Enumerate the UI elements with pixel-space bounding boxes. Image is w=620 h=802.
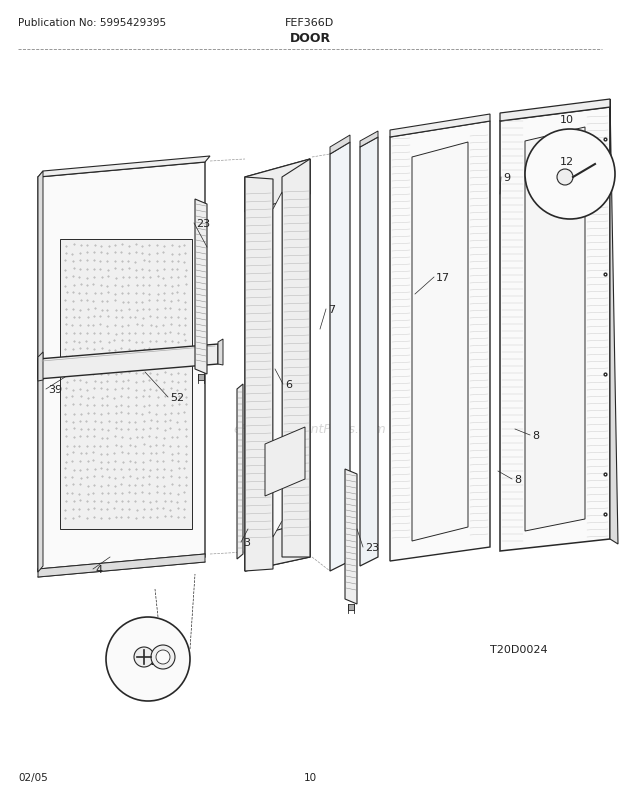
Polygon shape [38, 353, 43, 382]
Circle shape [106, 618, 190, 701]
Text: 8: 8 [514, 475, 521, 484]
Polygon shape [273, 192, 282, 537]
Polygon shape [38, 554, 205, 577]
Polygon shape [330, 143, 350, 571]
Polygon shape [38, 163, 205, 573]
Text: 10: 10 [560, 115, 574, 125]
Polygon shape [245, 160, 310, 571]
Text: Publication No: 5995429395: Publication No: 5995429395 [18, 18, 166, 28]
Polygon shape [412, 143, 468, 541]
Text: 23: 23 [196, 219, 210, 229]
Text: 7: 7 [328, 305, 335, 314]
Circle shape [156, 650, 170, 664]
Text: 52: 52 [170, 392, 184, 403]
Polygon shape [245, 160, 310, 213]
Polygon shape [38, 172, 43, 573]
Text: 12: 12 [560, 157, 574, 167]
Polygon shape [282, 160, 310, 557]
Text: DOOR: DOOR [290, 32, 330, 45]
Polygon shape [360, 132, 378, 148]
Circle shape [557, 170, 573, 186]
Text: 8: 8 [532, 431, 539, 440]
Text: FEF366D: FEF366D [285, 18, 335, 28]
Text: 17: 17 [436, 273, 450, 282]
Polygon shape [500, 107, 610, 551]
Circle shape [134, 647, 154, 667]
Polygon shape [390, 122, 490, 561]
Polygon shape [345, 469, 357, 604]
Text: 10: 10 [303, 772, 317, 782]
Polygon shape [38, 345, 218, 379]
Polygon shape [525, 128, 585, 532]
Circle shape [525, 130, 615, 220]
Text: 02/05: 02/05 [18, 772, 48, 782]
Polygon shape [38, 157, 210, 178]
Text: 6: 6 [285, 379, 292, 390]
Polygon shape [218, 339, 223, 366]
Polygon shape [245, 178, 273, 571]
Text: 60B: 60B [136, 656, 159, 666]
Text: 9: 9 [503, 172, 510, 183]
Text: T20D0024: T20D0024 [490, 644, 547, 654]
Circle shape [151, 645, 175, 669]
Polygon shape [245, 521, 310, 571]
Polygon shape [265, 427, 305, 496]
Polygon shape [195, 200, 207, 375]
Text: 23: 23 [365, 542, 379, 553]
Polygon shape [500, 100, 610, 122]
Polygon shape [60, 240, 192, 529]
Text: 3: 3 [243, 537, 250, 547]
Text: 39: 39 [48, 384, 62, 395]
Polygon shape [330, 136, 350, 155]
Polygon shape [610, 100, 618, 545]
Text: eReplacementParts.com: eReplacementParts.com [234, 423, 386, 436]
Text: 4: 4 [95, 565, 102, 574]
Polygon shape [360, 138, 378, 566]
Polygon shape [237, 384, 243, 559]
Polygon shape [390, 115, 490, 138]
